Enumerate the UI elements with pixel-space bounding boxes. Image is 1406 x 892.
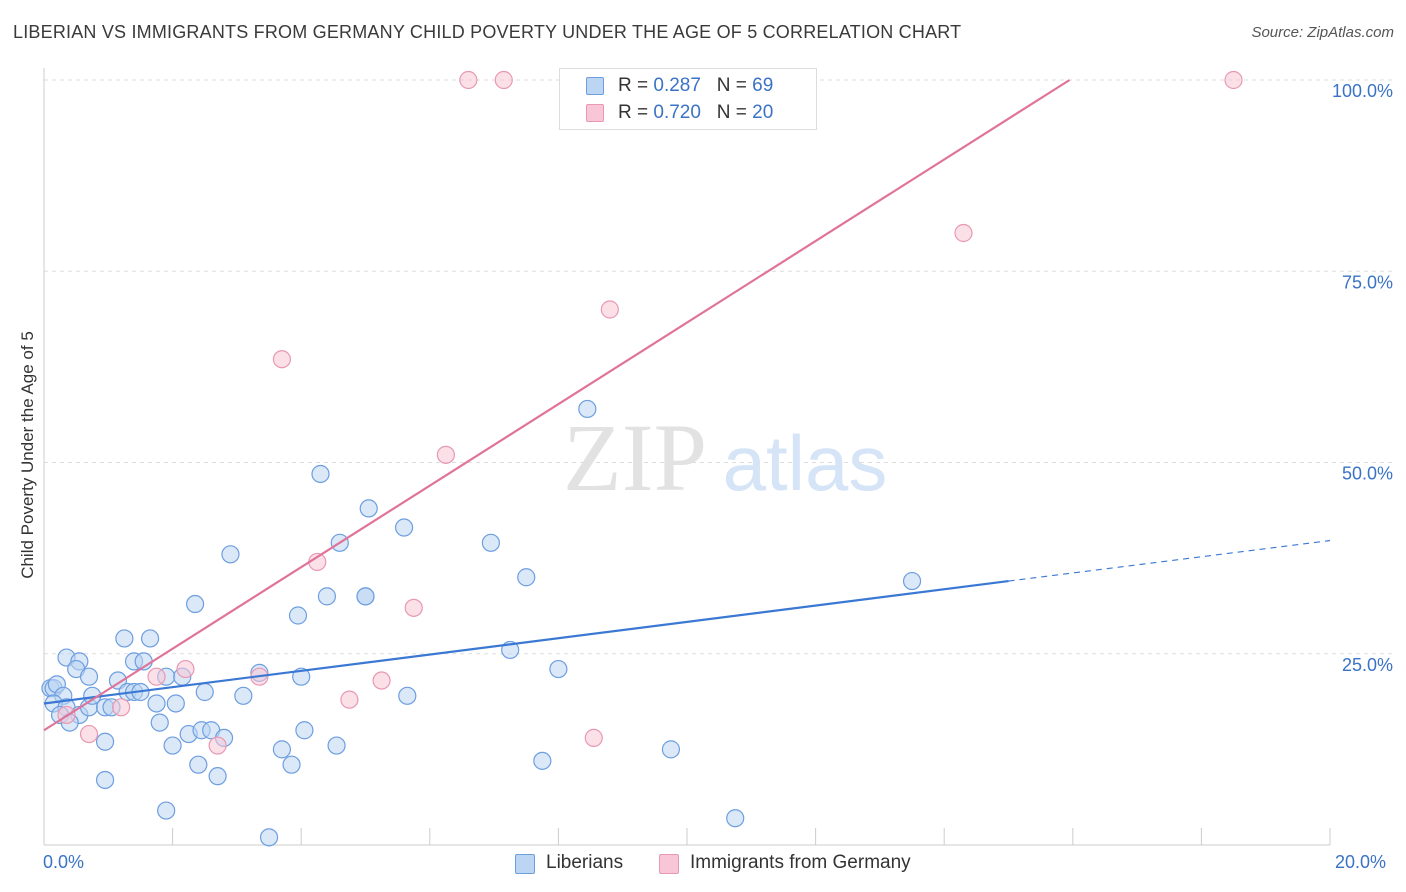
liberians-points (41, 399, 922, 847)
germany-point (1224, 70, 1243, 90)
source-label: Source: ZipAtlas.com (1251, 24, 1394, 41)
liberians-point (661, 740, 681, 759)
liberians-point (481, 533, 500, 552)
watermark-zip: ZIP (563, 404, 707, 511)
correlation-legend: R = 0.287 N = 69 R = 0.720 N = 20 (559, 68, 817, 130)
liberians-trendline (43, 579, 1009, 705)
n-label: N = (716, 75, 753, 96)
liberians-trendline-extension (1008, 539, 1331, 582)
n-label: N = (716, 102, 753, 123)
liberians-point (517, 568, 536, 587)
germany-point (600, 300, 619, 319)
liberians-point (186, 594, 205, 614)
liberians-point (95, 732, 115, 751)
liberians-point (288, 606, 308, 625)
n-value: 20 (752, 102, 774, 123)
axes (43, 68, 1331, 846)
y-tick-label: 75.0% (1342, 272, 1393, 292)
liberians-point (147, 694, 166, 713)
liberians-point (234, 686, 253, 705)
germany-point (112, 698, 131, 717)
germany-point (208, 736, 227, 755)
liberians-point (189, 755, 208, 774)
n-value: 69 (752, 75, 774, 96)
liberians-point (533, 751, 552, 770)
liberians-point (295, 721, 314, 740)
germany-trendline (43, 79, 1071, 732)
germany-point (79, 724, 99, 744)
x-tick-min: 0.0% (43, 852, 85, 872)
r-value: 0.720 (653, 102, 701, 123)
germany-point (954, 223, 973, 243)
liberians-point (327, 736, 346, 755)
trendlines (43, 79, 1331, 732)
liberians-point (140, 629, 160, 648)
germany-point (404, 598, 423, 617)
liberians-point (95, 770, 115, 790)
liberians-point (398, 686, 417, 705)
liberians-point (221, 545, 240, 564)
liberians-point (157, 801, 176, 820)
legend-swatch-blue (586, 77, 604, 95)
y-tick-label: 100.0% (1332, 81, 1393, 101)
germany-point (272, 350, 292, 369)
chart-title: LIBERIAN VS IMMIGRANTS FROM GERMANY CHIL… (13, 22, 962, 42)
legend-swatch-pink (586, 104, 604, 122)
y-tick-labels: 25.0% 50.0% 75.0% 100.0% (1332, 81, 1393, 675)
liberians-point (311, 464, 330, 484)
germany-point (436, 445, 455, 464)
germany-point (176, 659, 195, 679)
liberians-point (259, 828, 279, 847)
liberians-point (150, 713, 169, 732)
liberians-point (208, 767, 227, 786)
watermark: ZIP atlas (563, 404, 887, 511)
grid-lines (44, 79, 1392, 655)
liberians-point (166, 694, 185, 713)
r-label: R = (618, 102, 654, 123)
liberians-point (356, 587, 375, 606)
liberians-point (79, 667, 99, 686)
liberians-point (359, 499, 378, 518)
watermark-atlas: atlas (723, 419, 888, 507)
germany-point (584, 728, 603, 748)
r-value: 0.287 (653, 75, 701, 96)
liberians-point (394, 518, 414, 537)
germany-point (340, 690, 359, 709)
liberians-point (549, 659, 568, 679)
x-tick-max: 20.0% (1335, 852, 1387, 872)
germany-point (147, 667, 166, 686)
liberians-point (902, 571, 922, 591)
germany-point (494, 70, 513, 90)
y-tick-label: 50.0% (1342, 464, 1393, 484)
liberians-point (272, 740, 292, 759)
germany-point (372, 671, 391, 690)
liberians-point (317, 587, 337, 606)
legend-label: Immigrants from Germany (690, 852, 911, 873)
legend-swatch-blue (515, 854, 535, 874)
legend-label: Liberians (546, 852, 624, 873)
liberians-point (163, 736, 182, 755)
liberians-point (195, 682, 214, 702)
germany-point (459, 70, 478, 90)
liberians-point (282, 755, 301, 774)
liberians-point (115, 629, 134, 648)
r-label: R = (618, 75, 654, 96)
y-tick-label: 25.0% (1342, 655, 1393, 675)
liberians-point (578, 399, 597, 419)
liberians-point (726, 809, 745, 828)
legend-swatch-pink (659, 854, 679, 874)
